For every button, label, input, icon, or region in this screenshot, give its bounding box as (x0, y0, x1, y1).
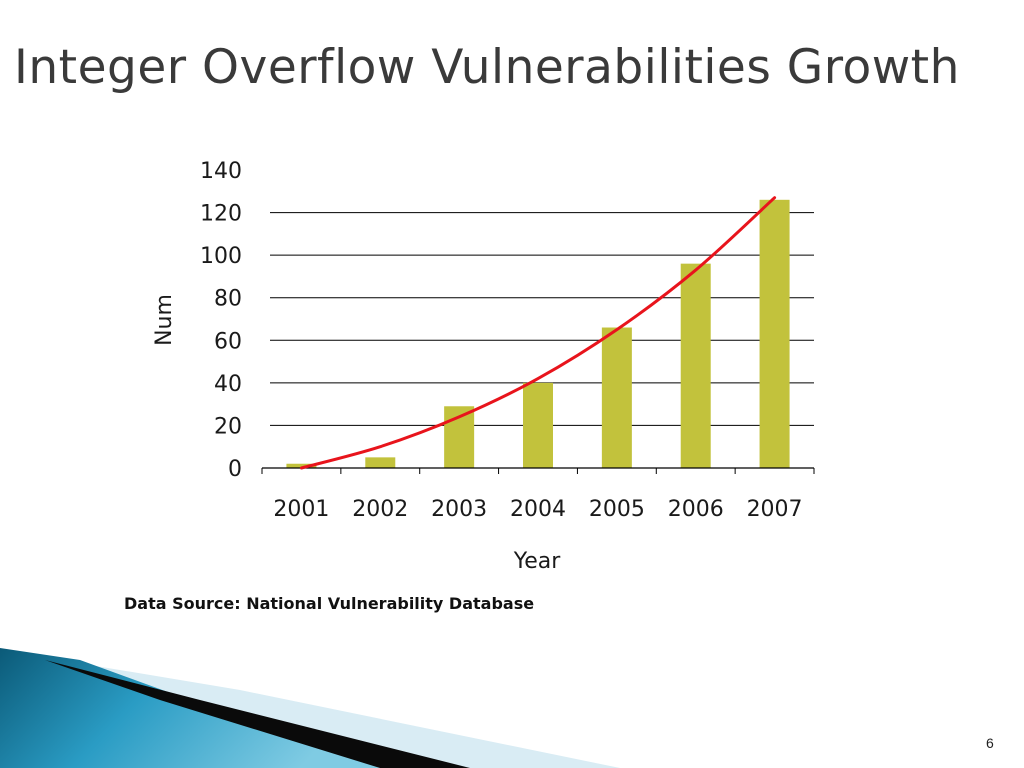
y-tick-label: 20 (214, 414, 242, 439)
trend-line (299, 196, 777, 470)
bar (601, 327, 632, 468)
bar (680, 263, 711, 468)
y-tick-label: 0 (228, 457, 242, 482)
bar (286, 463, 317, 468)
page-number: 6 (986, 735, 994, 751)
data-source-note: Data Source: National Vulnerability Data… (124, 594, 535, 613)
bar (759, 199, 790, 469)
x-tick-label: 2003 (431, 497, 487, 522)
y-tick-label: 40 (214, 372, 242, 397)
y-tick-label: 140 (200, 159, 242, 184)
bar (365, 457, 396, 468)
x-tick-label: 2006 (668, 497, 724, 522)
y-axis-label: Num (152, 294, 177, 346)
y-tick-label: 60 (214, 329, 242, 354)
x-tick-label: 2004 (510, 497, 566, 522)
trend-curve (299, 196, 777, 470)
x-tick-label: 2001 (273, 497, 329, 522)
x-tick-label: 2002 (352, 497, 408, 522)
x-tick-label: 2005 (589, 497, 645, 522)
bars (286, 199, 790, 469)
x-tick-labels: 2001 2002 2003 2004 2005 2006 2007 (273, 497, 802, 522)
y-tick-label: 80 (214, 287, 242, 312)
y-tick-label: 120 (200, 202, 242, 227)
y-tick-label: 100 (200, 244, 242, 269)
x-tick-label: 2007 (747, 497, 803, 522)
y-tick-labels: 0 20 40 60 80 100 120 140 (200, 159, 242, 482)
bar (523, 382, 553, 468)
x-axis-label: Year (513, 549, 562, 574)
slide-title: Integer Overflow Vulnerabilities Growth (14, 40, 960, 95)
x-axis (261, 467, 815, 474)
